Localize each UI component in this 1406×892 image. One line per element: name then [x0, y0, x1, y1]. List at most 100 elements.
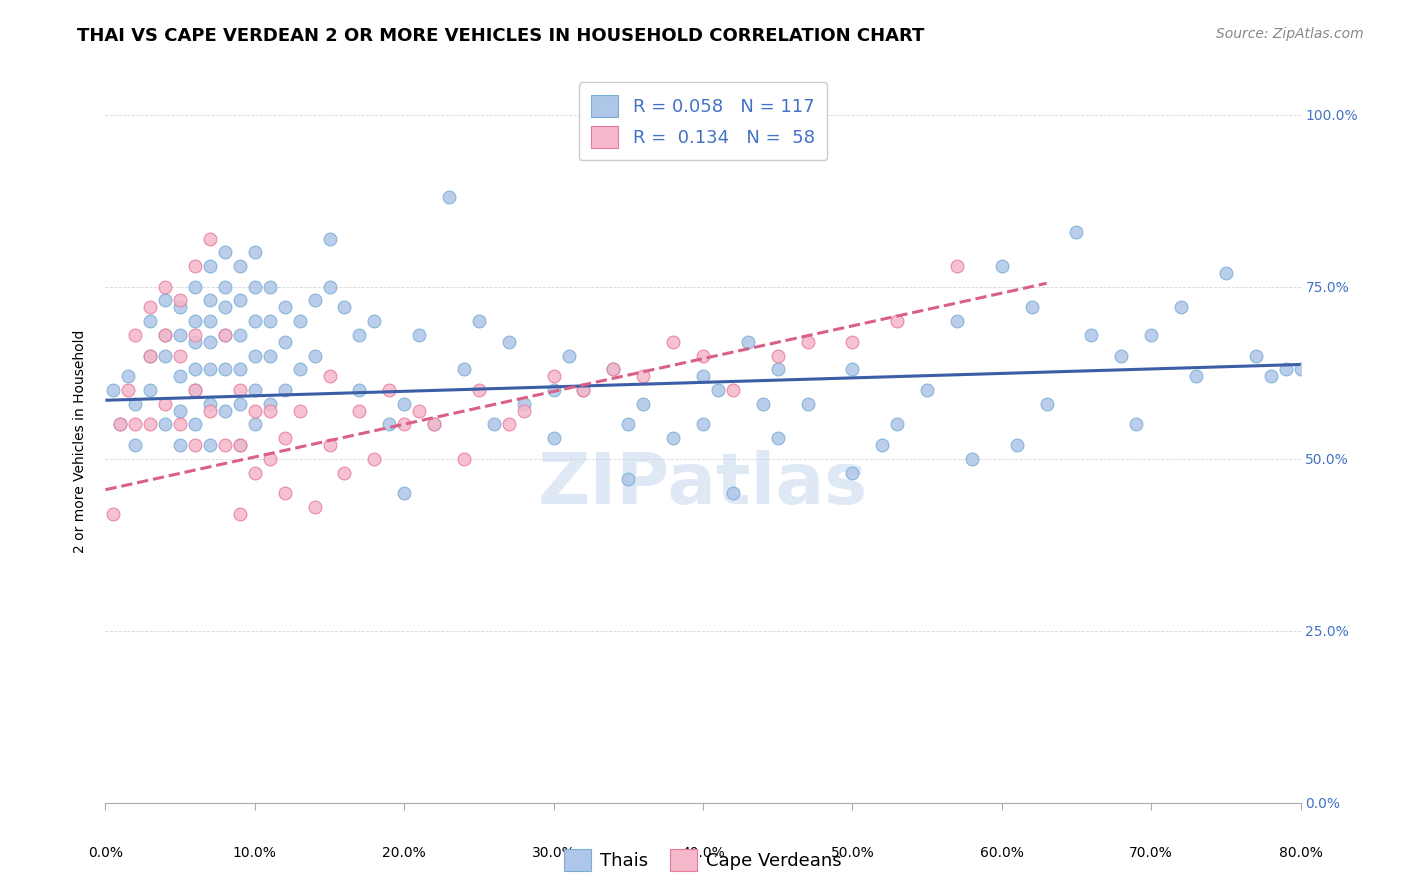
- Point: [229, 397, 252, 411]
- Point: [1080, 327, 1102, 342]
- Point: [841, 362, 863, 376]
- Legend: R = 0.058   N = 117, R =  0.134   N =  58: R = 0.058 N = 117, R = 0.134 N = 58: [579, 82, 827, 161]
- Point: [363, 314, 385, 328]
- Point: [139, 349, 162, 363]
- Point: [198, 397, 221, 411]
- Point: [169, 417, 191, 432]
- Point: [169, 438, 191, 452]
- Point: [273, 431, 295, 445]
- Point: [155, 327, 177, 342]
- Text: 70.0%: 70.0%: [1129, 847, 1173, 860]
- Point: [482, 417, 505, 432]
- Text: 80.0%: 80.0%: [1278, 847, 1323, 860]
- Point: [766, 362, 789, 376]
- Point: [394, 397, 416, 411]
- Point: [633, 369, 655, 384]
- Point: [214, 301, 236, 315]
- Point: [453, 362, 475, 376]
- Point: [378, 417, 401, 432]
- Point: [1289, 362, 1312, 376]
- Legend: Thais, Cape Verdeans: Thais, Cape Verdeans: [557, 842, 849, 879]
- Point: [288, 362, 311, 376]
- Point: [423, 417, 446, 432]
- Point: [557, 349, 579, 363]
- Point: [243, 349, 266, 363]
- Point: [101, 383, 124, 397]
- Point: [692, 417, 714, 432]
- Point: [841, 334, 863, 349]
- Point: [737, 334, 759, 349]
- Point: [468, 314, 491, 328]
- Point: [259, 349, 281, 363]
- Point: [304, 349, 326, 363]
- Point: [1005, 438, 1028, 452]
- Point: [198, 314, 221, 328]
- Point: [886, 314, 908, 328]
- Point: [259, 451, 281, 466]
- Point: [349, 327, 371, 342]
- Point: [543, 369, 565, 384]
- Point: [318, 369, 340, 384]
- Point: [214, 327, 236, 342]
- Point: [841, 466, 863, 480]
- Point: [721, 383, 744, 397]
- Point: [124, 417, 146, 432]
- Point: [184, 383, 207, 397]
- Text: Source: ZipAtlas.com: Source: ZipAtlas.com: [1216, 27, 1364, 41]
- Point: [513, 403, 536, 417]
- Point: [602, 362, 624, 376]
- Point: [184, 383, 207, 397]
- Point: [453, 451, 475, 466]
- Point: [155, 349, 177, 363]
- Point: [423, 417, 446, 432]
- Point: [1170, 301, 1192, 315]
- Point: [229, 438, 252, 452]
- Point: [214, 279, 236, 293]
- Point: [349, 403, 371, 417]
- Point: [318, 231, 340, 245]
- Point: [349, 383, 371, 397]
- Point: [259, 314, 281, 328]
- Point: [333, 466, 356, 480]
- Point: [214, 403, 236, 417]
- Point: [662, 334, 685, 349]
- Point: [169, 369, 191, 384]
- Point: [139, 383, 162, 397]
- Point: [766, 431, 789, 445]
- Text: 50.0%: 50.0%: [831, 847, 875, 860]
- Text: 0.0%: 0.0%: [89, 847, 122, 860]
- Point: [155, 293, 177, 308]
- Point: [304, 500, 326, 514]
- Point: [572, 383, 595, 397]
- Text: THAI VS CAPE VERDEAN 2 OR MORE VEHICLES IN HOUSEHOLD CORRELATION CHART: THAI VS CAPE VERDEAN 2 OR MORE VEHICLES …: [77, 27, 925, 45]
- Point: [796, 334, 818, 349]
- Text: 40.0%: 40.0%: [681, 847, 725, 860]
- Y-axis label: 2 or more Vehicles in Household: 2 or more Vehicles in Household: [73, 330, 87, 553]
- Point: [363, 451, 385, 466]
- Point: [318, 438, 340, 452]
- Point: [408, 327, 430, 342]
- Point: [692, 369, 714, 384]
- Point: [184, 438, 207, 452]
- Point: [243, 383, 266, 397]
- Point: [273, 301, 295, 315]
- Point: [437, 190, 460, 204]
- Point: [101, 507, 124, 521]
- Point: [498, 334, 520, 349]
- Point: [1035, 397, 1057, 411]
- Point: [139, 301, 162, 315]
- Point: [394, 417, 416, 432]
- Point: [273, 383, 295, 397]
- Point: [1185, 369, 1208, 384]
- Point: [229, 438, 252, 452]
- Point: [124, 327, 146, 342]
- Point: [155, 279, 177, 293]
- Point: [378, 383, 401, 397]
- Point: [288, 314, 311, 328]
- Point: [1111, 349, 1133, 363]
- Point: [214, 438, 236, 452]
- Point: [229, 362, 252, 376]
- Point: [915, 383, 938, 397]
- Point: [184, 327, 207, 342]
- Point: [169, 403, 191, 417]
